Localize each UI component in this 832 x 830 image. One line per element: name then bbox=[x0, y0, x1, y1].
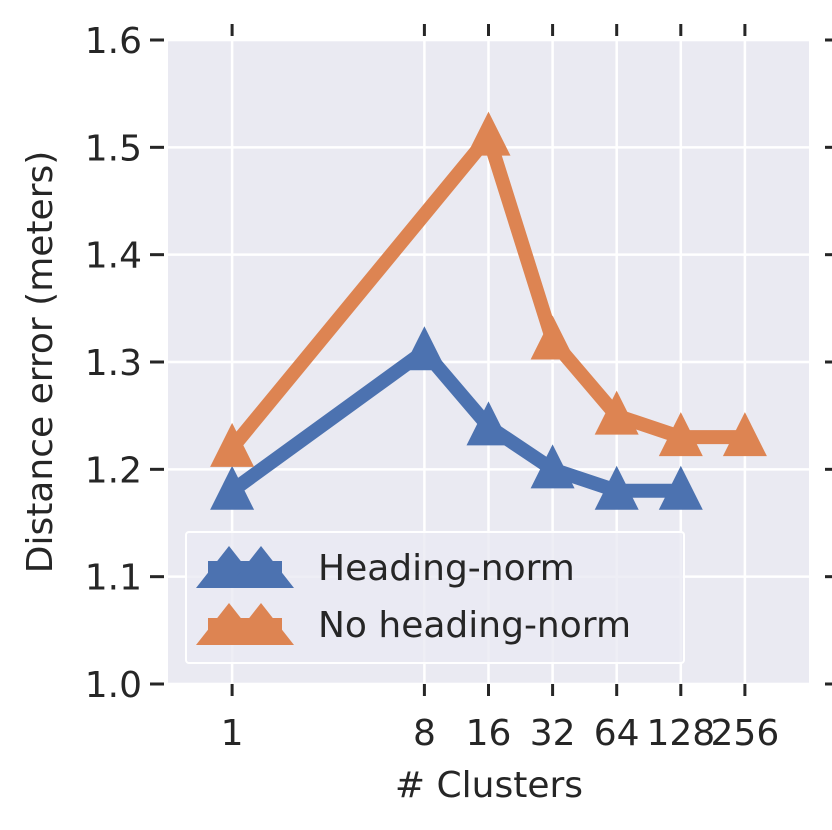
data-point-no-heading-norm bbox=[722, 412, 767, 457]
data-series bbox=[210, 111, 767, 510]
x-tick-label: 64 bbox=[594, 713, 640, 754]
legend-label-heading-norm: Heading-norm bbox=[318, 548, 575, 589]
x-tick-label: 32 bbox=[530, 713, 576, 754]
data-point-heading-norm bbox=[210, 465, 255, 510]
x-tick-label: 128 bbox=[646, 713, 715, 754]
data-point-heading-norm bbox=[594, 465, 639, 510]
legend-label-no-heading-norm: No heading-norm bbox=[318, 605, 631, 646]
legend-marker-heading-norm bbox=[228, 546, 294, 588]
data-point-heading-norm bbox=[658, 465, 703, 510]
legend: Heading-norm No heading-norm bbox=[185, 531, 685, 664]
x-tick-label: 16 bbox=[466, 713, 512, 754]
data-point-no-heading-norm bbox=[530, 315, 575, 360]
y-tick-label: 1.5 bbox=[85, 128, 142, 169]
data-point-no-heading-norm bbox=[466, 111, 511, 156]
x-tick-label: 1 bbox=[221, 713, 244, 754]
y-tick-label: 1.3 bbox=[85, 343, 142, 384]
y-tick-label: 1.0 bbox=[85, 665, 142, 706]
y-tick-label: 1.4 bbox=[85, 236, 142, 277]
data-point-no-heading-norm bbox=[594, 390, 639, 435]
data-point-no-heading-norm bbox=[658, 412, 703, 457]
series-heading-norm bbox=[210, 326, 703, 510]
series-no-heading-norm bbox=[210, 111, 767, 467]
data-point-heading-norm bbox=[402, 326, 447, 371]
x-tick-label: 8 bbox=[413, 713, 436, 754]
y-tick-label: 1.6 bbox=[85, 21, 142, 62]
x-axis-label: # Clusters bbox=[395, 765, 583, 806]
x-tick-label: 256 bbox=[711, 713, 780, 754]
y-axis-label: Distance error (meters) bbox=[20, 151, 61, 574]
data-point-no-heading-norm bbox=[210, 422, 255, 467]
y-tick-label: 1.1 bbox=[85, 558, 142, 599]
legend-marker-no-heading-norm bbox=[228, 603, 294, 645]
y-tick-label: 1.2 bbox=[85, 450, 142, 491]
data-point-heading-norm bbox=[466, 401, 511, 446]
legend-box bbox=[185, 531, 685, 664]
data-point-heading-norm bbox=[530, 444, 575, 489]
